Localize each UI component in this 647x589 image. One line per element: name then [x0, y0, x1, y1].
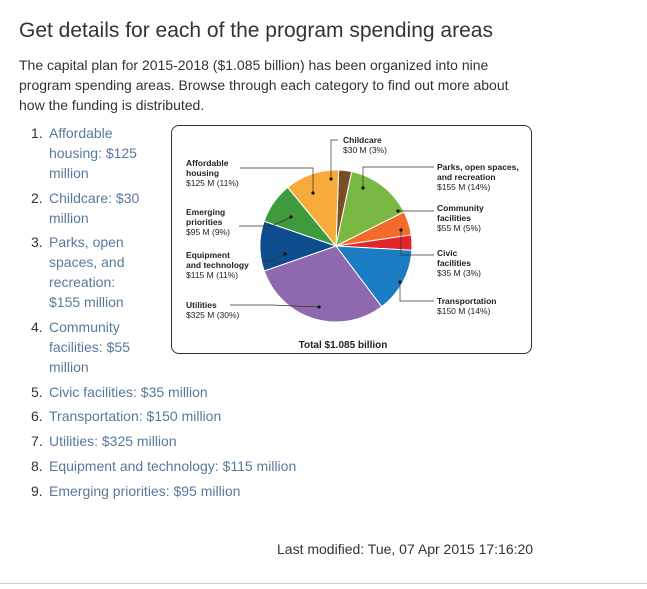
slice-value-childcare: $30 M (3%): [343, 145, 387, 155]
list-number: 9.: [31, 482, 43, 499]
slice-name-affordable: Affordable: [186, 158, 229, 168]
slice-value-emerging: $95 M (9%): [186, 227, 230, 237]
slice-name-utilities: Utilities: [186, 300, 217, 310]
leader-dot-equipment: [283, 252, 287, 256]
slice-label-civic: Civic facilities $35 M (3%): [437, 248, 481, 278]
link-utilities[interactable]: Utilities: $325 million: [49, 433, 177, 450]
leader-dot-transportation: [398, 280, 402, 284]
slice-name-transportation: Transportation: [437, 296, 497, 306]
slice-name-affordable: housing: [186, 168, 219, 178]
leader-line-childcare: [330, 139, 338, 179]
slice-name-community: Community: [437, 203, 484, 213]
slice-label-childcare: Childcare $30 M (3%): [343, 135, 387, 155]
list-item: 2. Childcare: $30 million: [19, 188, 329, 228]
intro-paragraph: The capital plan for 2015-2018 ($1.085 b…: [19, 57, 509, 113]
list-item: 4. Community facilities: $55 million: [19, 317, 329, 377]
chart-total-label: Total $1.085 billion: [299, 340, 388, 351]
link-emerging-priorities[interactable]: Emerging priorities: $95 million: [49, 482, 241, 499]
pie-chart-panel: Childcare $30 M (3%) Parks, open spaces, an…: [171, 125, 532, 354]
slice-name-community: facilities: [437, 213, 471, 223]
list-item: 6. Transportation: $150 million: [19, 406, 329, 426]
slice-value-parks: $155 M (14%): [437, 182, 491, 192]
list-item: 8. Equipment and technology: $115 million: [19, 456, 329, 476]
slice-label-community: Community facilities $55 M (5%): [437, 203, 484, 233]
slice-label-equipment: Equipment and technology $115 M (11%): [186, 250, 249, 280]
list-item: 3. Parks, open spaces, and recreation: $1…: [19, 232, 329, 312]
link-community-facilities[interactable]: Community facilities: $55 million: [49, 319, 130, 376]
leader-line-utilities: [230, 304, 320, 308]
slice-name-civic: facilities: [437, 258, 471, 268]
leader-line-civic: [400, 230, 434, 256]
leader-dot-utilities: [317, 305, 321, 309]
leader-line-equipment: [264, 253, 286, 262]
slice-value-transportation: $150 M (14%): [437, 306, 491, 316]
section-title: Get details for each of the program spen…: [19, 19, 493, 42]
list-number: 6.: [31, 408, 43, 425]
link-childcare[interactable]: Childcare: $30 million: [49, 189, 140, 226]
slice-value-equipment: $115 M (11%): [186, 270, 238, 280]
slice-name-childcare: Childcare: [343, 135, 382, 145]
slice-value-community: $55 M (5%): [437, 223, 481, 233]
slice-label-emerging: Emerging priorities $95 M (9%): [186, 207, 230, 237]
leader-dot-civic: [399, 228, 403, 232]
leader-line-transportation: [399, 282, 434, 302]
slice-label-utilities: Utilities $325 M (30%): [186, 300, 240, 320]
slice-value-civic: $35 M (3%): [437, 268, 481, 278]
leader-line-parks: [362, 166, 434, 188]
list-item: 1. Affordable housing: $125 million: [19, 123, 329, 183]
pie-slice-parks: [335, 171, 405, 247]
slice-label-affordable: Affordable housing $125 M (11%): [186, 158, 239, 188]
pie-slice-utilities: [263, 245, 383, 323]
slice-value-affordable: $125 M (11%): [186, 178, 239, 188]
leader-dot-parks: [361, 186, 365, 190]
link-affordable-housing[interactable]: Affordable housing: $125 million: [49, 125, 137, 181]
slice-name-parks: Parks, open spaces,: [437, 162, 519, 172]
list-item: 7. Utilities: $325 million: [19, 431, 329, 451]
list-number: 3.: [31, 234, 43, 251]
link-transportation[interactable]: Transportation: $150 million: [49, 408, 222, 425]
slice-value-utilities: $325 M (30%): [186, 310, 240, 320]
slice-name-parks: and recreation: [437, 172, 496, 182]
slice-name-equipment: Equipment: [186, 250, 230, 260]
link-parks[interactable]: Parks, open spaces, and recreation: $155…: [49, 234, 125, 311]
slice-label-parks: Parks, open spaces, and recreation $155 M …: [437, 162, 519, 192]
list-item: 9. Emerging priorities: $95 million: [19, 481, 329, 501]
list-number: 5.: [31, 383, 43, 400]
spending-area-list: 1. Affordable housing: $125 million 2. Chi…: [19, 123, 329, 505]
leader-dot-emerging: [289, 215, 293, 219]
list-number: 4.: [31, 319, 43, 336]
slice-name-emerging: Emerging: [186, 207, 225, 217]
leader-dot-community: [396, 209, 400, 213]
slice-name-emerging: priorities: [186, 217, 223, 227]
slice-label-transportation: Transportation $150 M (14%): [437, 296, 497, 316]
leader-dot-affordable: [311, 191, 315, 195]
list-item: 5. Civic facilities: $35 million: [19, 382, 329, 402]
pie-slice-transportation: [334, 245, 413, 308]
list-number: 1.: [31, 125, 43, 141]
slice-name-equipment: and technology: [186, 260, 249, 270]
list-number: 2.: [31, 189, 43, 206]
last-modified-text: Last modified: Tue, 07 Apr 2015 17:16:20: [277, 541, 534, 557]
pie-chart: Childcare $30 M (3%)Parks, open spaces, an…: [186, 135, 519, 351]
leader-line-affordable: [240, 167, 314, 193]
slice-name-civic: Civic: [437, 248, 458, 258]
footer-divider: [0, 583, 647, 584]
list-number: 8.: [31, 457, 43, 474]
leader-line-emerging: [239, 216, 292, 227]
leader-dot-childcare: [329, 177, 333, 181]
link-civic-facilities[interactable]: Civic facilities: $35 million: [49, 383, 208, 400]
list-number: 7.: [31, 433, 43, 450]
link-equipment-technology[interactable]: Equipment and technology: $115 million: [49, 457, 297, 474]
pie-slice-affordable: [286, 169, 340, 248]
